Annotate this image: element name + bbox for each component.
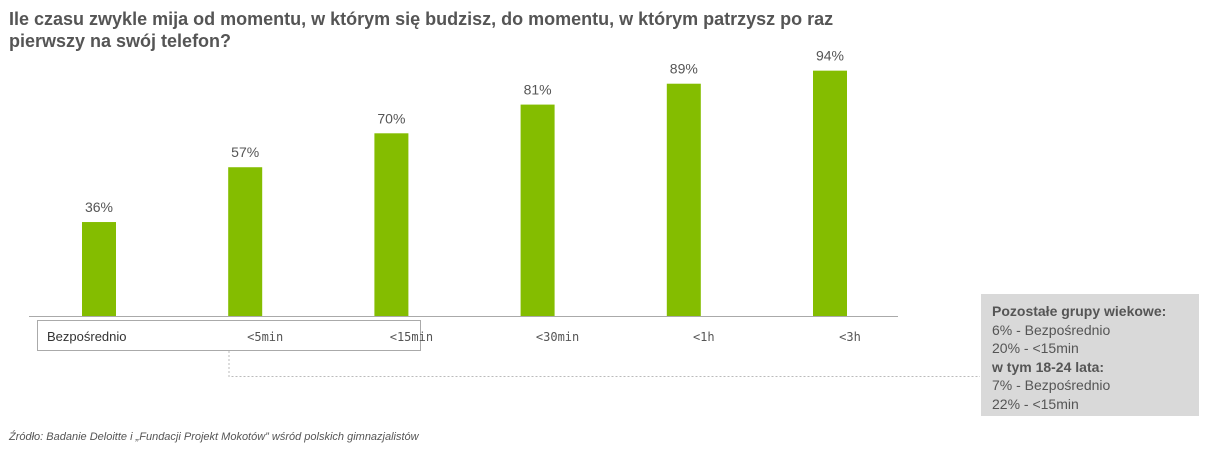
- x-tick-label: <15min: [390, 330, 433, 344]
- bar-value-label: 36%: [85, 199, 113, 215]
- note-line: 20% - <15min: [992, 340, 1079, 357]
- note-line: 6% - Bezpośrednio: [992, 321, 1111, 338]
- note-box: Pozostałe grupy wiekowe: 6% - Bezpośredn…: [981, 294, 1199, 416]
- x-tick-label: <1h: [693, 330, 715, 344]
- bar: [520, 104, 555, 316]
- x-tick-label: <5min: [247, 330, 283, 344]
- bar: [228, 167, 263, 316]
- bar-value-label: 57%: [231, 144, 259, 160]
- chart-title: Ile czasu zwykle mija od momentu, w któr…: [9, 9, 834, 51]
- connector-line: [228, 351, 980, 377]
- source-note: Źródło: Badanie Deloitte i „Fundacji Pro…: [9, 431, 419, 443]
- bar-value-label: 89%: [670, 61, 698, 77]
- bar-value-label: 94%: [816, 48, 844, 64]
- note-line: 22% - <15min: [992, 395, 1079, 412]
- bar-value-label: 81%: [524, 82, 552, 98]
- note-subheading: w tym 18-24 lata:: [992, 358, 1105, 375]
- x-tick-label: Bezpośrednio: [47, 329, 127, 344]
- highlight-box: [37, 320, 421, 351]
- bar: [82, 222, 116, 316]
- bar-value-label: 70%: [377, 110, 405, 126]
- bar: [813, 70, 847, 316]
- bar-chart: 36% 57% 70% 81% 89% 94% Bezpośrednio <5min <15m…: [29, 48, 980, 377]
- x-tick-label: <3h: [839, 330, 861, 344]
- bar: [666, 83, 701, 317]
- bar: [374, 133, 409, 316]
- x-tick-label: <30min: [536, 330, 579, 344]
- note-line: 7% - Bezpośrednio: [992, 377, 1111, 394]
- note-heading: Pozostałe grupy wiekowe:: [992, 303, 1167, 319]
